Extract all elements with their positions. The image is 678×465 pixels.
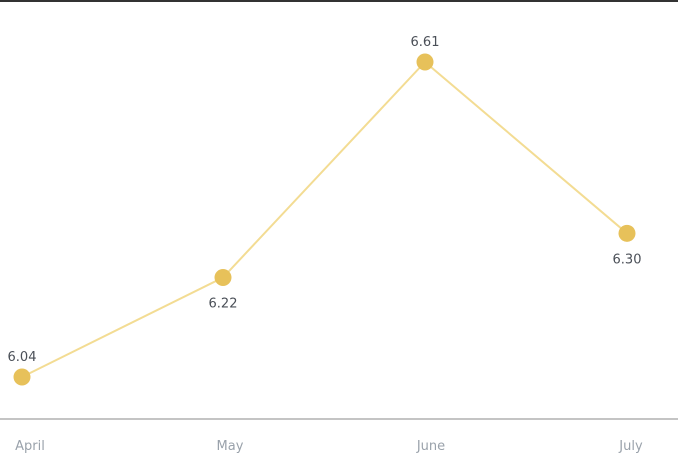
data-point-april bbox=[13, 368, 31, 386]
data-label-layer: 6.04 6.22 6.61 6.30 bbox=[8, 35, 642, 365]
data-label-july: 6.30 bbox=[613, 252, 642, 267]
data-point-june bbox=[416, 53, 434, 71]
x-tick-layer: April May June July bbox=[15, 439, 643, 454]
x-tick-label-june: June bbox=[416, 439, 445, 454]
series-line bbox=[21, 60, 628, 378]
x-tick-label-april: April bbox=[15, 439, 45, 454]
x-tick-label-may: May bbox=[217, 439, 244, 454]
data-label-june: 6.61 bbox=[411, 35, 440, 50]
series-layer bbox=[13, 53, 636, 386]
data-label-april: 6.04 bbox=[8, 350, 37, 365]
data-point-may bbox=[214, 269, 232, 287]
x-tick-label-july: July bbox=[618, 439, 643, 454]
data-point-july bbox=[618, 224, 636, 242]
data-label-may: 6.22 bbox=[209, 297, 238, 312]
